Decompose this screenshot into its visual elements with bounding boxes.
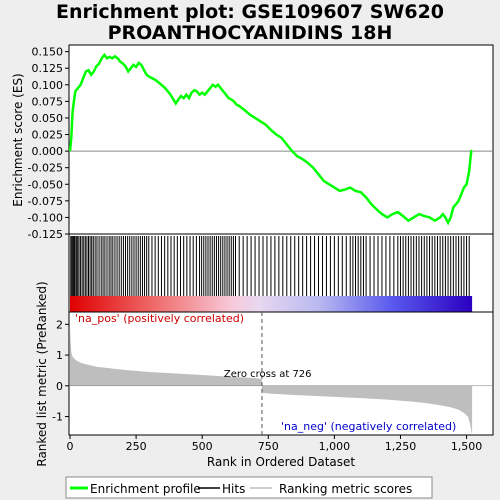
es-y-tick-label: 0.050: [32, 112, 64, 125]
x-tick-label: 250: [126, 440, 147, 453]
es-panel: [68, 44, 494, 235]
es-y-tick-label: -0.050: [28, 178, 63, 191]
metric-y-axis: 2 1 0 -1: [52, 318, 69, 424]
rank-color-bar: [70, 296, 473, 312]
metric-panel: [68, 311, 494, 436]
es-y-tick-label: 0.000: [32, 145, 64, 158]
legend-box: [65, 476, 433, 499]
hit-marks: [70, 236, 470, 296]
metric-scores-area: [70, 324, 473, 435]
x-tick-label: 1,500: [451, 440, 483, 453]
es-y-tick-label: 0.150: [32, 46, 64, 59]
es-y-tick-label: 0.075: [32, 95, 64, 108]
es-y-tick-label: 0.100: [32, 79, 64, 92]
enrichment-profile-line: [68, 52, 473, 226]
es-y-tick-label: -0.125: [28, 228, 63, 241]
legend-metric-label: Ranking metric scores: [279, 482, 412, 496]
chart-title: Enrichment plot: GSE109607 SW620 PROANTH…: [0, 2, 500, 44]
metric-y-tick-label: 2: [56, 318, 63, 331]
x-tick-label: 1,000: [319, 440, 351, 453]
metric-y-tick-label: 0: [56, 380, 63, 393]
x-axis-label: Rank in Ordered Dataset: [207, 455, 355, 469]
es-y-tick-label: -0.100: [28, 211, 63, 224]
metric-y-tick-label: -1: [52, 411, 63, 424]
metric-y-tick-label: 1: [56, 349, 63, 362]
x-tick-label: 750: [258, 440, 279, 453]
es-y-axis: 0.150 0.125 0.100 0.075 0.050 0.025 0.000 -0.02…: [28, 46, 69, 241]
legend-es-label: Enrichment profile: [90, 482, 201, 496]
es-y-tick-label: -0.025: [28, 162, 63, 175]
x-axis: 0 250 500 750 1,000 1,250 1,500: [67, 435, 483, 453]
es-y-label: Enrichment score (ES): [11, 73, 25, 206]
title-line-1: Enrichment plot: GSE109607 SW620: [55, 1, 445, 23]
neg-label: 'na_neg' (negatively correlated): [281, 420, 456, 433]
x-tick-label: 500: [192, 440, 213, 453]
es-y-tick-label: 0.025: [32, 129, 64, 142]
legend-hits-label: Hits: [222, 482, 245, 496]
x-tick-label: 0: [67, 440, 74, 453]
pos-label: 'na_pos' (positively correlated): [75, 312, 244, 325]
zero-cross-label: Zero cross at 726: [224, 369, 312, 380]
es-y-tick-label: 0.125: [32, 62, 64, 75]
metric-area: [69, 324, 493, 435]
title-line-2: PROANTHOCYANIDINS 18H: [107, 22, 393, 44]
x-tick-label: 1,250: [385, 440, 417, 453]
es-y-tick-label: -0.075: [28, 195, 63, 208]
metric-y-label: Ranked list metric (PreRanked): [35, 281, 49, 466]
